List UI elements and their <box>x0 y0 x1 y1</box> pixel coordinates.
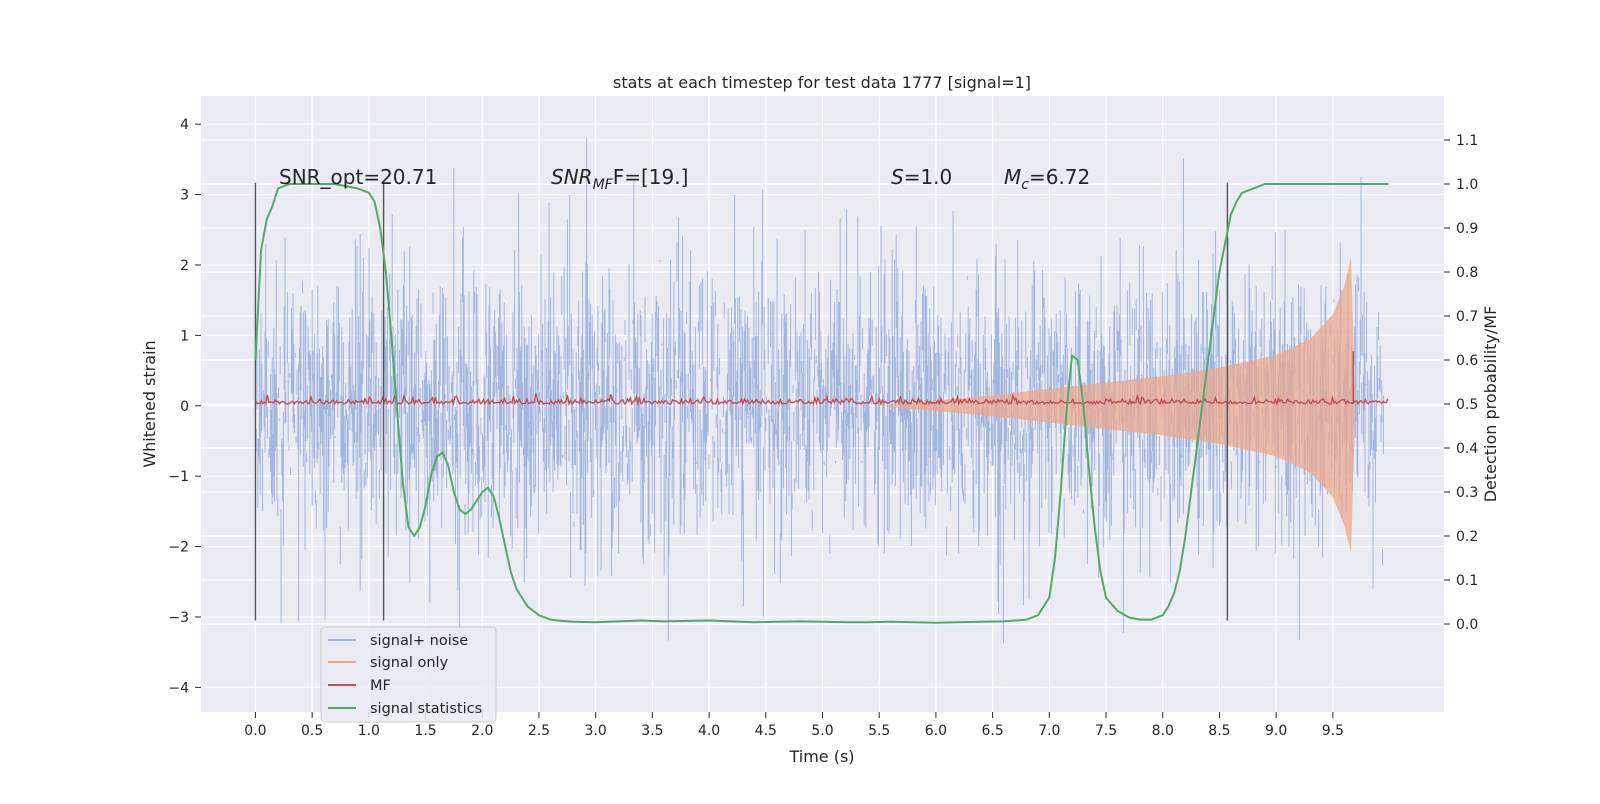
annotation-snr-mf-base: SNR <box>551 165 593 189</box>
x-tick-label-9: 4.5 <box>755 723 777 739</box>
y-right-tick-label-1: 1.0 <box>1456 177 1478 193</box>
y-right-tick-label-5: 0.6 <box>1456 353 1478 369</box>
y-right-tick-label-6: 0.5 <box>1456 397 1478 413</box>
x-tick-label-7: 3.5 <box>641 723 663 739</box>
y-axis-left-ticks: 4 3 2 1 0 −1 −2 −3 −4 <box>168 117 201 696</box>
x-tick-label-11: 5.5 <box>868 723 890 739</box>
y-right-tick-label-10: 0.1 <box>1456 573 1478 589</box>
annotation-s-italic: S <box>891 165 904 189</box>
annotation-snr-mf: SNRMFF=[19.] <box>551 165 688 193</box>
x-tick-label-1: 0.5 <box>301 723 323 739</box>
annotation-s-value: =1.0 <box>904 165 953 189</box>
x-tick-label-10: 5.0 <box>811 723 833 739</box>
annotation-snr-mf-rest: F=[19.] <box>613 165 689 189</box>
y-right-tick-label-8: 0.3 <box>1456 485 1478 501</box>
y-right-tick-label-4: 0.7 <box>1456 309 1478 325</box>
x-tick-label-2: 1.0 <box>358 723 380 739</box>
annotation-mc-base: M <box>1004 165 1021 189</box>
x-tick-label-15: 7.5 <box>1095 723 1117 739</box>
signal-only-envelope <box>879 257 1356 554</box>
x-tick-label-17: 8.5 <box>1208 723 1230 739</box>
y-axis-left-label: Whitened strain <box>140 340 159 467</box>
x-axis-label: Time (s) <box>788 747 854 766</box>
y-left-tick-label-5: −1 <box>168 469 189 485</box>
x-tick-label-16: 8.0 <box>1152 723 1174 739</box>
annotation-mc-sub: c <box>1021 177 1029 193</box>
y-axis-right-label: Detection probability/MF <box>1481 306 1500 503</box>
y-right-tick-label-3: 0.8 <box>1456 265 1478 281</box>
legend-label-signal-statistics: signal statistics <box>370 701 482 717</box>
annotation-snr-mf-sub: MF <box>593 177 614 193</box>
x-tick-label-6: 3.0 <box>585 723 607 739</box>
y-left-tick-label-1: 3 <box>180 188 189 204</box>
x-tick-label-4: 2.0 <box>471 723 493 739</box>
y-right-tick-label-0: 1.1 <box>1456 133 1478 149</box>
mf-series <box>254 351 1389 407</box>
legend: signal+ noise signal only MF signal stat… <box>320 626 497 723</box>
annotation-snr-opt: SNR_opt=20.71 <box>279 165 437 189</box>
x-tick-label-19: 9.5 <box>1322 723 1344 739</box>
y-left-tick-label-6: −2 <box>168 540 189 556</box>
y-left-tick-label-3: 1 <box>180 328 189 344</box>
y-left-tick-label-0: 4 <box>180 117 189 133</box>
y-right-tick-label-11: 0.0 <box>1456 617 1478 633</box>
legend-label-signal-noise: signal+ noise <box>370 633 468 649</box>
x-tick-label-8: 4.0 <box>698 723 720 739</box>
y-axis-right-ticks: 1.1 1.0 0.9 0.8 0.7 0.6 0.5 0.4 0.3 0.2 0.1 0.0 <box>1444 133 1478 633</box>
x-tick-label-5: 2.5 <box>528 723 550 739</box>
x-axis-ticks: 0.0 0.5 1.0 1.5 2.0 2.5 3.0 3.5 4.0 4.5 5.0 5.5 6.0 6… <box>244 712 1344 739</box>
annotation-mc-value: =6.72 <box>1029 165 1090 189</box>
signal-statistics-series <box>254 183 1389 624</box>
x-tick-label-3: 1.5 <box>414 723 436 739</box>
x-tick-label-0: 0.0 <box>244 723 266 739</box>
x-tick-label-12: 6.0 <box>925 723 947 739</box>
annotation-s: S=1.0 <box>891 165 952 189</box>
y-right-tick-label-2: 0.9 <box>1456 221 1478 237</box>
mf-trace <box>254 393 1389 407</box>
legend-label-mf: MF <box>370 678 391 694</box>
x-tick-label-14: 7.0 <box>1038 723 1060 739</box>
y-left-tick-label-8: −4 <box>168 680 189 696</box>
x-tick-label-13: 6.5 <box>981 723 1003 739</box>
y-right-tick-label-7: 0.4 <box>1456 441 1478 457</box>
signal-statistics-trace <box>254 183 1389 624</box>
y-left-tick-label-2: 2 <box>180 258 189 274</box>
y-left-tick-label-4: 0 <box>180 399 189 415</box>
chart-title: stats at each timestep for test data 177… <box>613 73 1031 92</box>
legend-label-signal-only: signal only <box>370 655 449 671</box>
legend-box <box>320 626 497 723</box>
y-left-tick-label-7: −3 <box>168 610 189 626</box>
signal-only-series <box>879 257 1356 554</box>
y-right-tick-label-9: 0.2 <box>1456 529 1478 545</box>
annotation-mc: Mc=6.72 <box>1004 165 1090 193</box>
x-tick-label-18: 9.0 <box>1265 723 1287 739</box>
